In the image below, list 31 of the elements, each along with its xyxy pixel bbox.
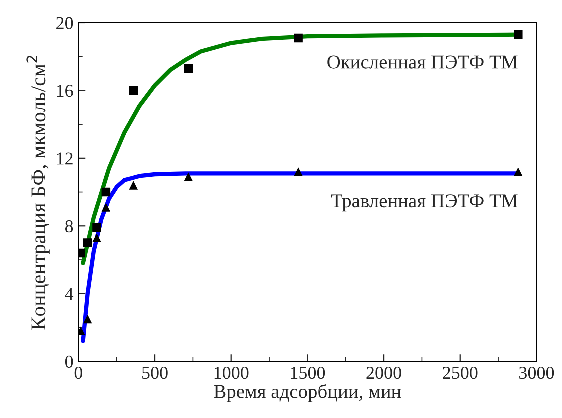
x-tick-label: 500 — [142, 366, 168, 380]
point — [83, 238, 92, 248]
x-tick-label: 2500 — [443, 366, 478, 380]
y-axis-title: Концентрация БФ, мкмоль/см$^{2}$ — [26, 56, 50, 330]
point — [92, 223, 102, 232]
y-tick-label: 20 — [56, 17, 74, 30]
x-tick-label: 1000 — [214, 366, 249, 380]
point — [102, 188, 111, 197]
x-tick-label: 3000 — [520, 366, 554, 380]
point — [184, 172, 193, 182]
series-label: Травленная ПЭТФ ТМ — [331, 194, 518, 212]
x-tick-label: 0 — [74, 366, 83, 380]
point — [294, 168, 303, 176]
point — [129, 86, 138, 96]
series-label: Окисленная ПЭТФ ТМ — [328, 56, 518, 69]
point — [514, 168, 523, 176]
x-tick-label: 1500 — [291, 366, 326, 380]
point — [129, 181, 138, 190]
y-tick-label: 4 — [65, 288, 74, 300]
y-tick-label: 0 — [65, 356, 74, 368]
y-tick-label: 12 — [57, 152, 73, 165]
y-tick-label: 8 — [65, 220, 74, 233]
point — [92, 234, 102, 242]
point — [83, 314, 92, 324]
y-tick-label: 16 — [57, 85, 74, 98]
x-tick-label: 2000 — [366, 366, 402, 380]
point — [184, 64, 193, 74]
point — [514, 30, 523, 40]
point — [102, 203, 111, 212]
point — [294, 34, 303, 43]
x-axis-title: Время адсорбции, мин — [214, 384, 402, 402]
